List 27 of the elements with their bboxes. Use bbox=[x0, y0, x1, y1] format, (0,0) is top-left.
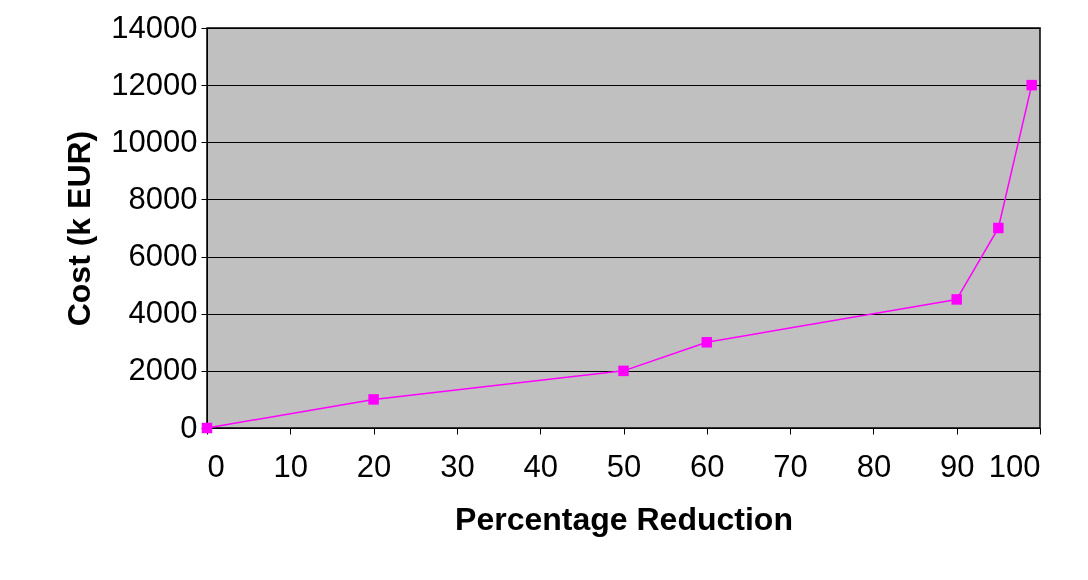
point bbox=[1026, 79, 1037, 91]
point bbox=[618, 365, 629, 377]
x-tick-label: 80 bbox=[856, 448, 892, 484]
y-tick-label: 12000 bbox=[111, 66, 198, 102]
y-tick-label: 4000 bbox=[128, 295, 198, 331]
x-tick-label: 30 bbox=[440, 448, 475, 484]
x-tick-label: 0 bbox=[207, 448, 225, 484]
point bbox=[951, 294, 962, 305]
x-axis-title: Percentage Reduction bbox=[455, 500, 793, 537]
y-tick-label: 14000 bbox=[111, 9, 198, 45]
x-tick-label: 90 bbox=[939, 448, 975, 484]
y-tick-label: 0 bbox=[180, 409, 198, 445]
point bbox=[368, 394, 379, 405]
y-tick-label: 2000 bbox=[128, 352, 198, 388]
x-tick-label: 100 bbox=[988, 448, 1041, 484]
y-axis-title: Cost (k EUR) bbox=[61, 130, 98, 327]
point bbox=[993, 222, 1004, 234]
x-tick-label: 60 bbox=[690, 448, 725, 484]
point bbox=[701, 337, 713, 348]
x-tick-label: 10 bbox=[273, 448, 309, 484]
x-tick-label: 20 bbox=[356, 448, 392, 484]
y-tick-label: 6000 bbox=[128, 238, 198, 274]
y-tick-label: 10000 bbox=[111, 123, 198, 159]
x-tick-label: 70 bbox=[773, 448, 808, 484]
x-tick-label: 40 bbox=[523, 448, 558, 484]
x-tick-label: 50 bbox=[606, 448, 642, 484]
y-tick-label: 8000 bbox=[128, 180, 198, 216]
